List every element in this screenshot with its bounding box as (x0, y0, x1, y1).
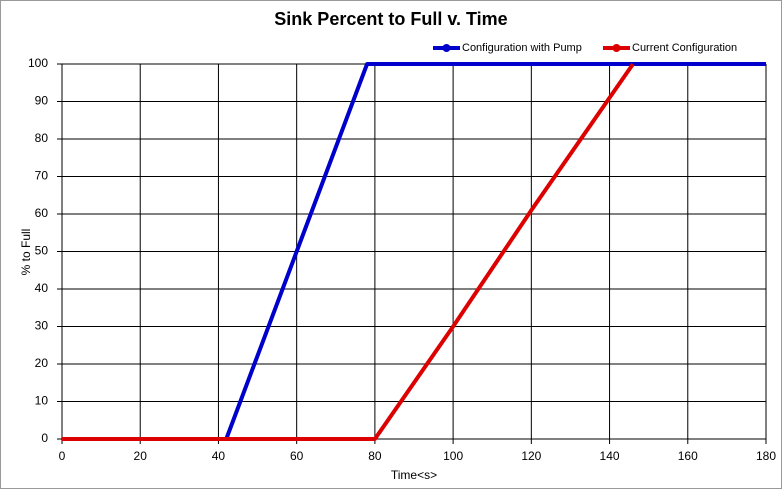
x-tick-label: 60 (290, 449, 304, 463)
y-tick-label: 40 (35, 281, 49, 295)
x-tick-label: 140 (600, 449, 620, 463)
y-tick-label: 20 (35, 356, 49, 370)
x-tick-label: 160 (678, 449, 698, 463)
legend-label: Configuration with Pump (462, 42, 582, 54)
x-tick-label: 40 (212, 449, 226, 463)
legend-label: Current Configuration (632, 42, 737, 54)
series-line (62, 62, 635, 441)
y-tick-label: 60 (35, 206, 49, 220)
y-tick-label: 30 (35, 319, 49, 333)
x-tick-label: 120 (521, 449, 541, 463)
x-tick-label: 20 (134, 449, 148, 463)
y-tick-label: 90 (35, 94, 49, 108)
y-axis-label: % to Full (19, 229, 33, 276)
y-tick-label: 80 (35, 131, 49, 145)
x-tick-label: 80 (368, 449, 382, 463)
y-tick-label: 70 (35, 169, 49, 183)
y-tick-label: 10 (35, 394, 49, 408)
y-tick-label: 0 (41, 431, 48, 445)
chart-title: Sink Percent to Full v. Time (274, 9, 507, 29)
legend-marker (442, 44, 451, 52)
x-tick-label: 180 (756, 449, 776, 463)
x-tick-label: 0 (59, 449, 66, 463)
legend-marker (612, 44, 621, 52)
y-tick-label: 100 (28, 56, 48, 70)
x-axis-label: Time<s> (391, 468, 437, 482)
x-tick-label: 100 (443, 449, 463, 463)
y-tick-label: 50 (35, 244, 49, 258)
